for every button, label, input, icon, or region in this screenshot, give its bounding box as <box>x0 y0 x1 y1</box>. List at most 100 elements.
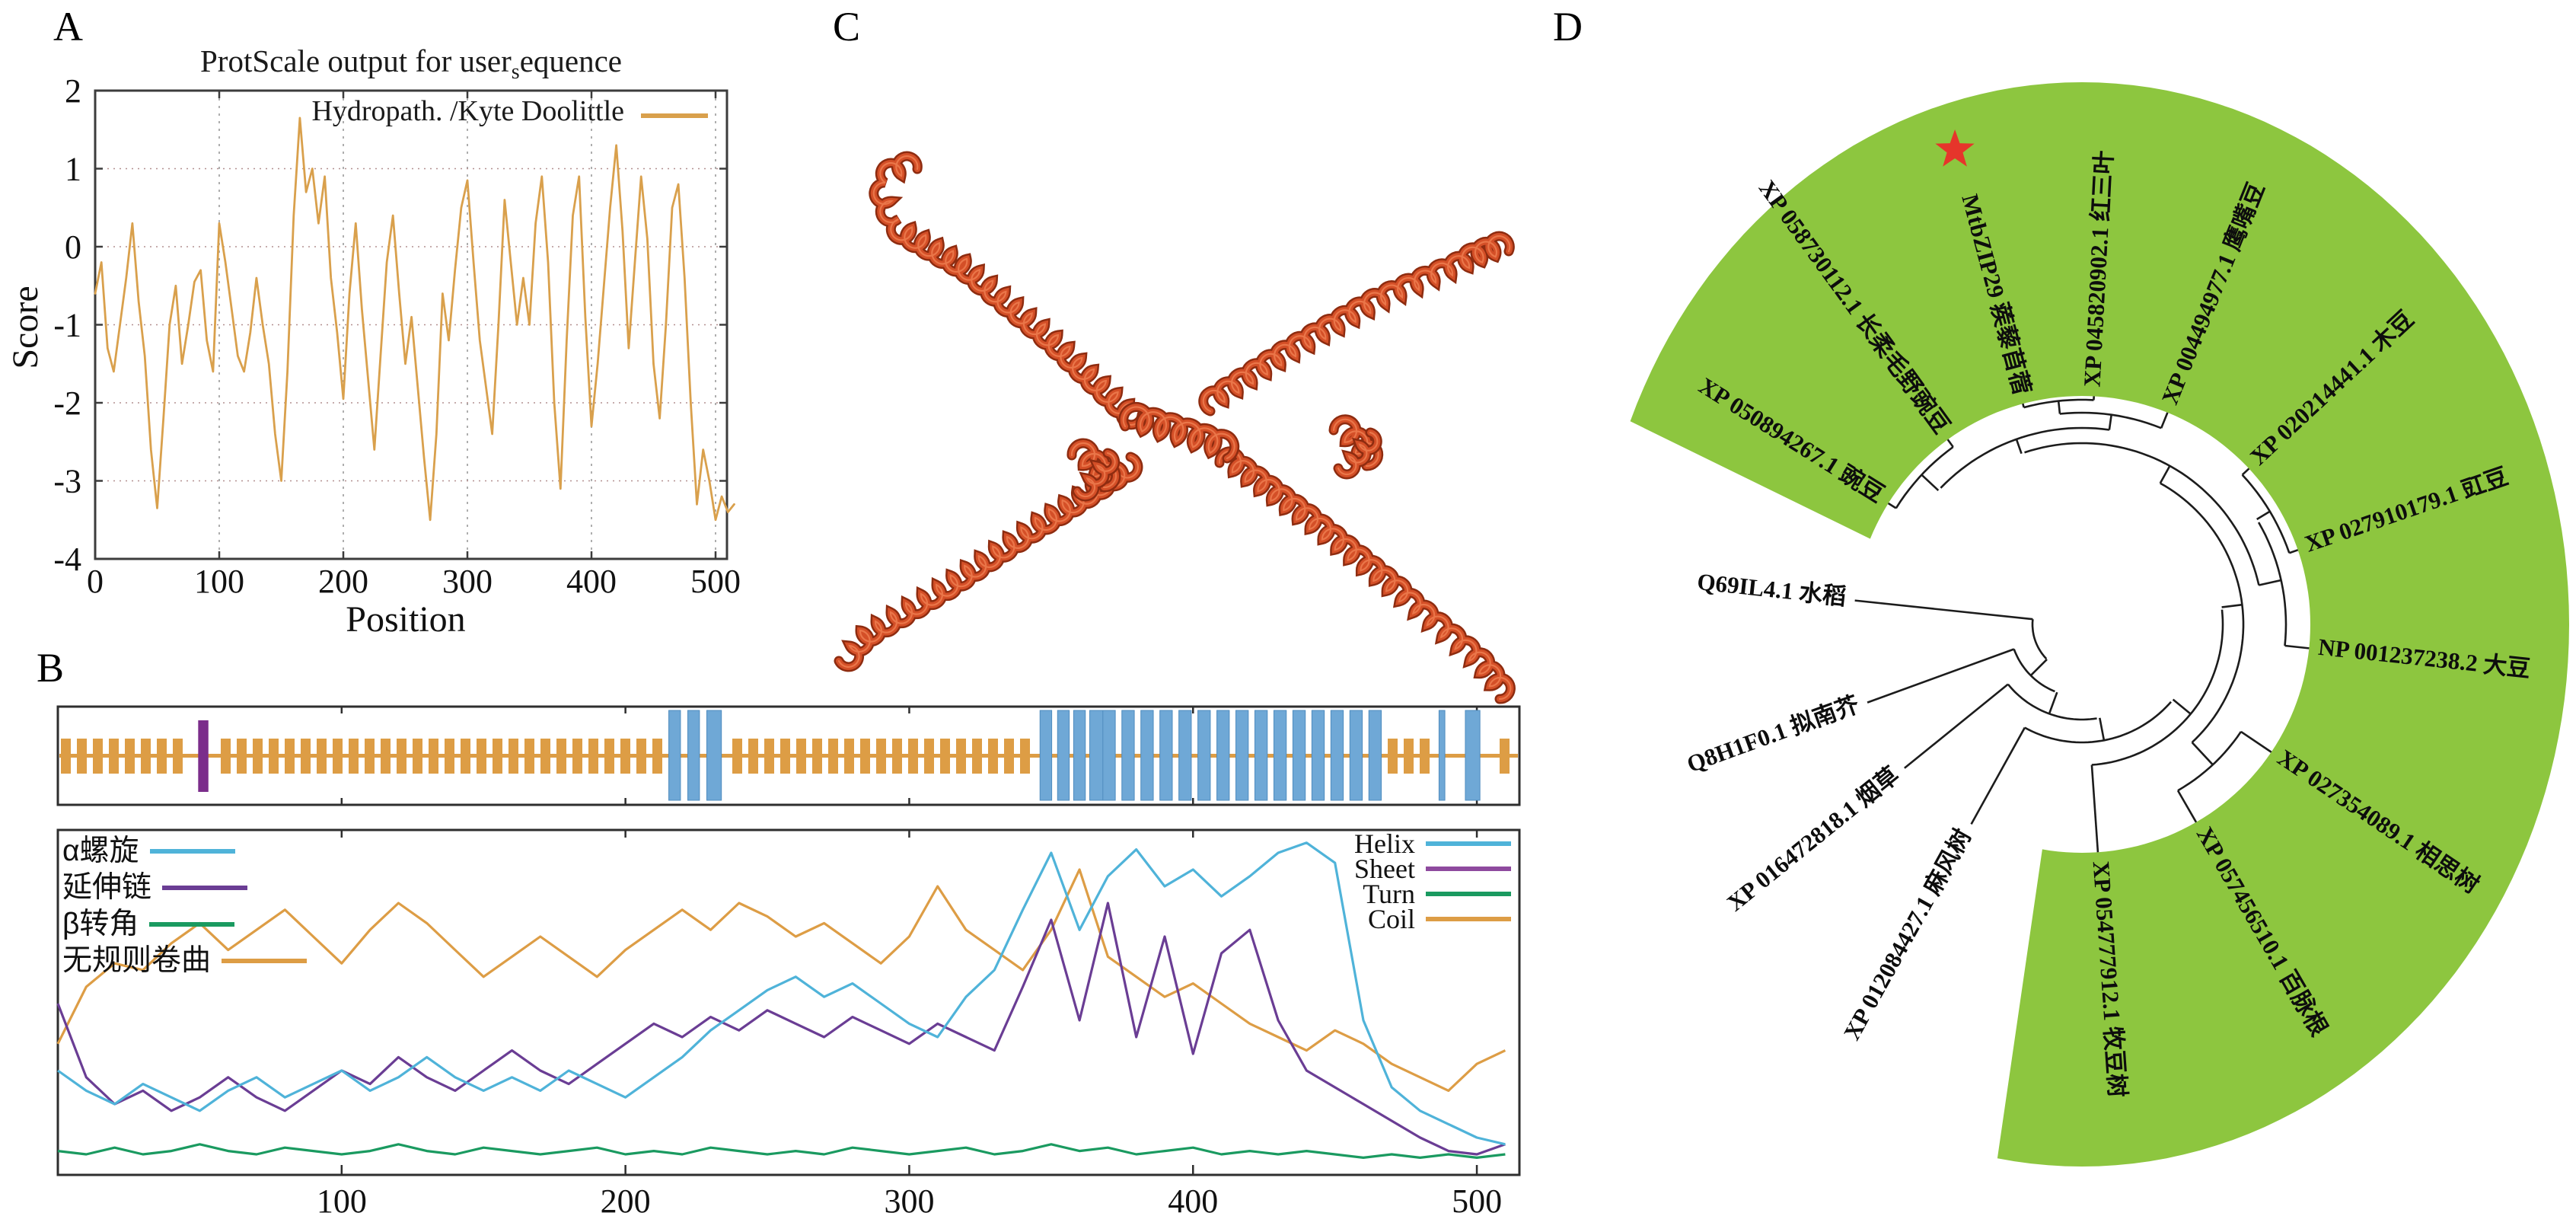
helix-segment <box>1273 710 1287 801</box>
tree-taxon-label: Q8H1F0.1 拟南芥 <box>1683 691 1863 778</box>
legend-item-sheet-cn: 延伸链 <box>62 871 307 905</box>
sequence-dash <box>828 739 838 774</box>
legend-item-coil-cn: 无规则卷曲 <box>62 944 308 978</box>
tree-branch <box>1854 599 2033 621</box>
helix-segment <box>668 710 681 801</box>
sequence-dash <box>860 739 870 774</box>
x-tick-label: 400 <box>566 563 617 600</box>
y-tick-label: -2 <box>53 385 81 422</box>
sequence-dash <box>477 739 486 774</box>
helix-segment <box>1368 710 1382 801</box>
coil-cn-line <box>222 959 308 963</box>
x-tick-label: 200 <box>318 563 368 600</box>
turn-line <box>1426 892 1511 896</box>
helix-segment <box>1292 710 1306 801</box>
x-tick-label: 300 <box>442 563 493 600</box>
protscale-legend-line <box>641 113 708 118</box>
y-tick-label: 0 <box>65 228 81 266</box>
sequence-dash <box>1404 739 1414 774</box>
sequence-dash <box>173 739 183 774</box>
helix-ribbon-highlight <box>1122 406 1235 460</box>
sequence-dash <box>1388 739 1398 774</box>
x-tick-label: 300 <box>884 1183 934 1220</box>
domain-marker <box>198 720 209 792</box>
sequence-dash <box>796 739 806 774</box>
profile-curve-turn <box>57 1143 1506 1160</box>
helix-segment <box>1039 710 1053 801</box>
sequence-dash <box>349 739 359 774</box>
panel-b-letter: B <box>37 645 65 691</box>
turn-cn-line <box>149 922 235 927</box>
sequence-dash <box>1020 739 1030 774</box>
clade-highlight-fan <box>1630 82 2569 1167</box>
helix-segment <box>1254 710 1268 801</box>
helix-segment <box>1235 710 1249 801</box>
sequence-dash <box>493 739 502 774</box>
helix-segment <box>1121 710 1135 801</box>
x-tick-label: 100 <box>194 563 244 600</box>
x-tick-label: 200 <box>601 1183 651 1220</box>
tree-branch <box>2221 603 2243 608</box>
secondary-legend-cn: α螺旋 延伸链 β转角 无规则卷曲 <box>62 835 308 978</box>
tree-branch <box>2099 717 2106 741</box>
y-tick-label: 2 <box>65 72 81 110</box>
protscale-title: ProtScale output for usersequence <box>200 43 622 85</box>
panel-a-letter: A <box>53 4 83 49</box>
sequence-dash <box>956 739 966 774</box>
hydropathy-curve <box>94 116 735 522</box>
sequence-dash <box>125 739 135 774</box>
helix-segment <box>1073 710 1086 801</box>
helix-segment <box>1465 710 1481 801</box>
tree-taxon-label: XP 012084427.1 麻风树 <box>1838 825 1976 1045</box>
legend-item-helix: Helix <box>1218 830 1511 857</box>
tree-branch <box>1904 683 2009 769</box>
sequence-dash <box>413 739 422 774</box>
tree-branch <box>2015 439 2023 455</box>
sequence-dash <box>93 739 103 774</box>
sequence-dash <box>397 739 406 774</box>
legend-item-sheet: Sheet <box>1218 855 1511 883</box>
coil-line <box>1426 917 1511 921</box>
sheet-cn-line <box>162 886 248 890</box>
sequence-dash <box>237 739 247 774</box>
protein-structure-ribbon <box>834 151 1516 704</box>
sequence-dash <box>988 739 998 774</box>
helix-ribbon-highlight <box>1337 431 1379 476</box>
tree-branch <box>2090 764 2099 853</box>
sequence-dash <box>524 739 534 774</box>
tree-taxon-label: Q69IL4.1 水稻 <box>1696 568 1848 610</box>
profile-box <box>56 828 1521 1176</box>
x-tick-label: 400 <box>1168 1183 1218 1220</box>
sequence-dash <box>141 739 151 774</box>
legend-item-helix-cn: α螺旋 <box>62 835 307 868</box>
tree-branch <box>2259 579 2281 586</box>
sequence-dash <box>748 739 758 774</box>
sequence-dash <box>381 739 391 774</box>
helix-segment <box>1330 710 1344 801</box>
helix-ribbon-highlight <box>1076 452 1116 498</box>
helix-cn-line <box>149 849 235 854</box>
sequence-dash <box>972 739 982 774</box>
helix-segment <box>1216 710 1230 801</box>
sequence-dash <box>652 739 662 774</box>
helix-segment <box>1102 710 1116 801</box>
sequence-dash <box>876 739 886 774</box>
helix-ribbon-highlight <box>1218 450 1512 701</box>
sequence-dash <box>1004 739 1014 774</box>
domain-box <box>56 705 1521 806</box>
tree-arc <box>2007 683 2097 721</box>
panel-d-letter: D <box>1553 4 1583 49</box>
panel-c-letter: C <box>833 4 861 49</box>
y-tick-label: -4 <box>53 541 81 578</box>
tree-branch <box>2048 691 2058 714</box>
tree-branch <box>1921 474 1940 491</box>
tree-branch <box>2160 412 2169 429</box>
sequence-dash <box>461 739 470 774</box>
sequence-dash <box>812 739 822 774</box>
sequence-dash <box>764 739 774 774</box>
helix-segment <box>1057 710 1070 801</box>
sequence-dash <box>892 739 902 774</box>
tree-branch <box>2284 644 2310 650</box>
tree-branch <box>1970 726 2026 825</box>
